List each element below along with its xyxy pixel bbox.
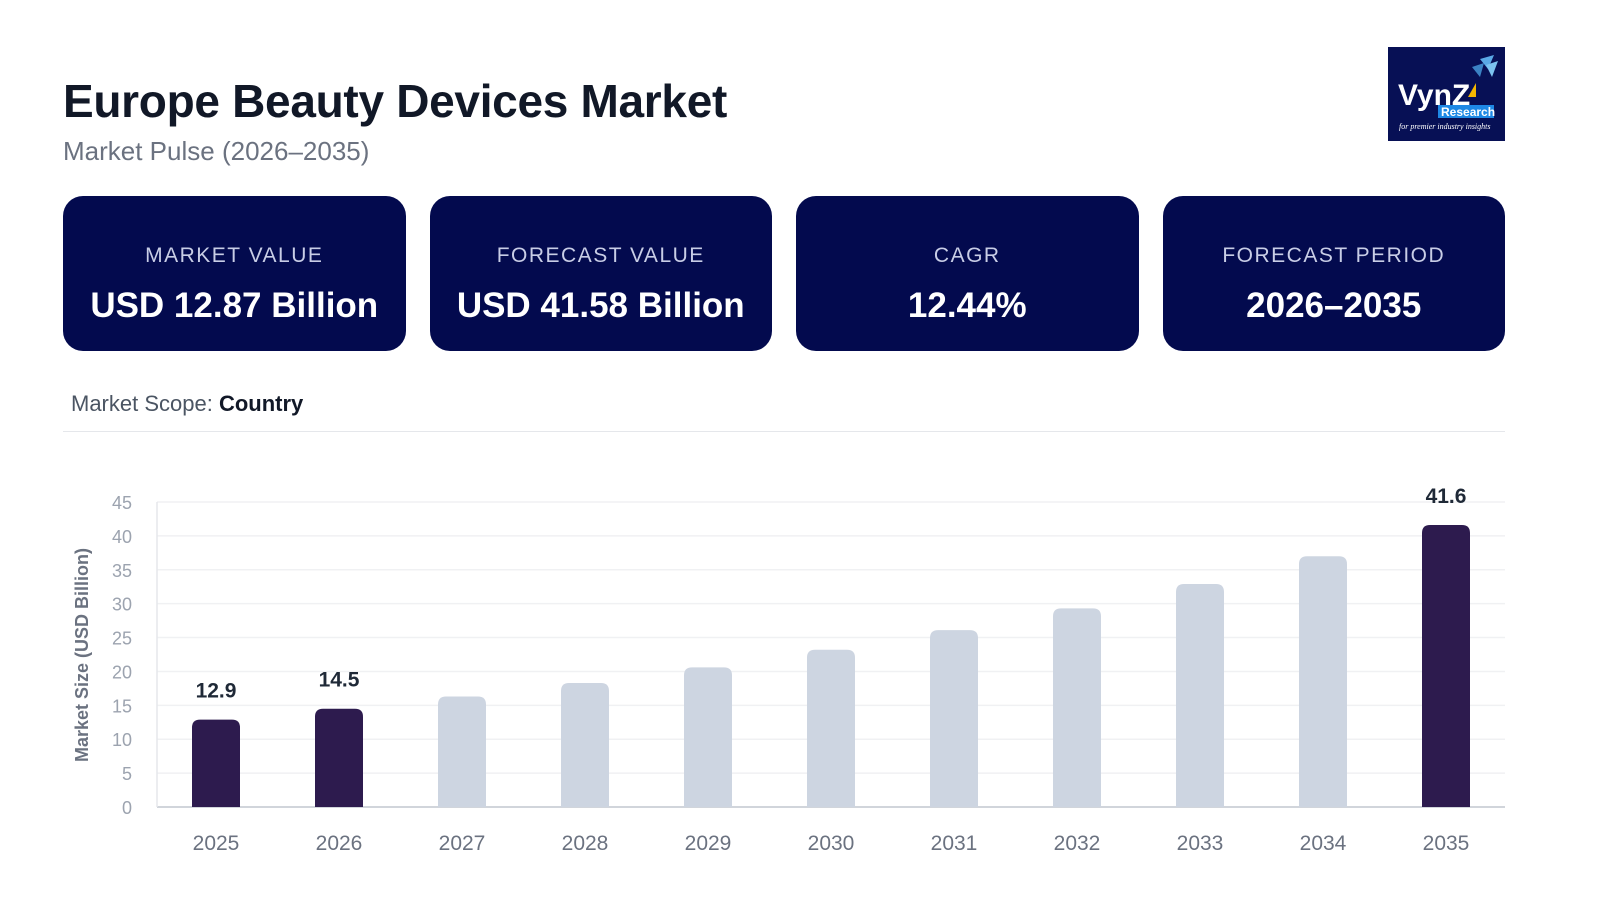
kpi-card-market-value: MARKET VALUE USD 12.87 Billion — [63, 196, 406, 351]
svg-text:for premier industry insights: for premier industry insights — [1399, 122, 1490, 131]
bar-2031 — [930, 630, 978, 807]
x-tick-label: 2028 — [562, 832, 609, 855]
x-tick-label: 2033 — [1177, 832, 1224, 855]
market-scope: Market Scope: Country — [71, 391, 303, 417]
bar-2030 — [807, 649, 855, 807]
bar-2032 — [1053, 608, 1101, 807]
x-tick-label: 2031 — [931, 832, 978, 855]
page-subtitle: Market Pulse (2026–2035) — [63, 136, 370, 166]
bar-2034 — [1299, 556, 1347, 807]
y-tick-label: 30 — [112, 595, 132, 615]
y-tick-label: 25 — [112, 629, 132, 649]
y-tick-label: 35 — [112, 561, 132, 581]
x-tick-label: 2029 — [685, 832, 732, 855]
market-scope-value: Country — [218, 391, 304, 416]
bar-2026 — [315, 708, 363, 807]
data-label: 14.5 — [319, 669, 360, 692]
y-tick-label: 0 — [122, 798, 132, 818]
bar-2029 — [684, 667, 732, 807]
market-scope-label: Market Scope: — [71, 391, 213, 416]
kpi-card-cagr: CAGR 12.44% — [796, 196, 1139, 351]
kpi-value: USD 12.87 Billion — [90, 286, 379, 325]
vynz-research-logo: VynZ Research for premier industry insig… — [1388, 47, 1505, 141]
x-tick-label: 2035 — [1423, 832, 1470, 855]
y-tick-label: 5 — [122, 764, 132, 784]
data-label: 12.9 — [196, 680, 237, 703]
kpi-label: CAGR — [933, 244, 1001, 267]
kpi-value: USD 41.58 Billion — [456, 286, 745, 325]
y-tick-label: 40 — [112, 527, 132, 547]
y-tick-label: 15 — [112, 696, 132, 716]
bar-2033 — [1176, 584, 1224, 807]
kpi-label: FORECAST VALUE — [496, 244, 705, 267]
data-label: 41.6 — [1426, 485, 1467, 508]
x-tick-label: 2026 — [316, 832, 363, 855]
y-tick-label: 20 — [112, 662, 132, 682]
kpi-card-forecast-value: FORECAST VALUE USD 41.58 Billion — [429, 196, 772, 351]
kpi-cards: MARKET VALUE USD 12.87 Billion FORECAST … — [63, 196, 1505, 351]
svg-text:Research: Research — [1441, 105, 1495, 119]
bar-2025 — [192, 719, 240, 807]
x-tick-label: 2032 — [1054, 832, 1101, 855]
kpi-label: MARKET VALUE — [145, 244, 324, 267]
kpi-value: 2026–2035 — [1246, 286, 1422, 325]
y-tick-label: 10 — [112, 730, 132, 750]
x-tick-label: 2034 — [1300, 832, 1347, 855]
x-tick-label: 2025 — [193, 832, 240, 855]
kpi-card-forecast-period: FORECAST PERIOD 2026–2035 — [1162, 196, 1505, 351]
x-tick-label: 2027 — [439, 832, 486, 855]
y-axis-label: Market Size (USD Billion) — [72, 548, 92, 762]
bar-2035 — [1422, 525, 1470, 807]
divider — [63, 431, 1505, 432]
bar-2027 — [438, 696, 486, 807]
kpi-value: 12.44% — [907, 286, 1027, 325]
y-tick-label: 45 — [112, 493, 132, 513]
page-title: Europe Beauty Devices Market — [63, 75, 727, 127]
bar-2028 — [561, 682, 609, 807]
kpi-label: FORECAST PERIOD — [1222, 244, 1446, 267]
x-tick-label: 2030 — [808, 832, 855, 855]
